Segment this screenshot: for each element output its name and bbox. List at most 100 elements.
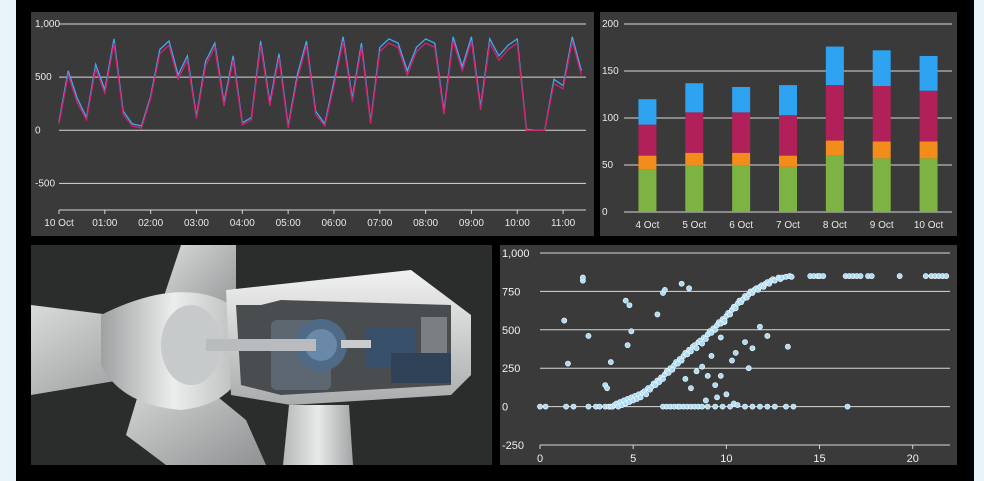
x-tick-label: 15	[813, 453, 825, 465]
scatter-point	[699, 340, 706, 347]
y-tick-label: 250	[502, 363, 520, 375]
scatter-point	[764, 403, 771, 410]
y-tick-label: -250	[502, 440, 524, 452]
x-tick-label: 03:00	[184, 218, 209, 229]
scatter-point	[622, 297, 629, 304]
scatter-point	[565, 360, 571, 367]
scatter-point	[661, 286, 668, 293]
y-tick-label: 500	[502, 325, 520, 337]
x-tick-label: 6 Oct	[729, 220, 753, 231]
x-tick-label: 08:00	[413, 218, 438, 229]
bar-segment-3	[779, 115, 797, 156]
scatter-point	[896, 273, 903, 279]
scatter-point	[771, 277, 778, 284]
scatter-point	[734, 402, 741, 408]
scatter-point	[537, 403, 543, 410]
scatter-point	[702, 397, 709, 404]
x-tick-label: 9 Oct	[870, 220, 894, 231]
scatter-point	[682, 376, 689, 382]
y-tick-label: 1,000	[35, 19, 60, 30]
x-tick-label: 7 Oct	[776, 220, 800, 231]
scatter-point	[628, 328, 635, 335]
scatter-point	[585, 333, 592, 339]
power-timeseries-chart: 1,000 500 0 -500 10 Oct 01:00 02:00 03:00 04:00 0…	[35, 19, 586, 229]
scatter-point	[729, 357, 735, 364]
bar-segment-2	[825, 140, 844, 156]
bar-segment-4	[872, 50, 891, 87]
power-curve-scatter-panel: 1,000 750 500 250 0 -250 0 5 10 15 20	[500, 245, 957, 465]
bar-segment-1	[685, 165, 704, 212]
x-tick-label: 11:00	[551, 218, 576, 229]
scatter-point	[943, 273, 950, 279]
daily-stacked-bar-panel: 200 150 100 50 0 4 Oct 5 Oct 6 Oct 7 Oct 8 Oct 9 O…	[600, 12, 957, 236]
y-tick-label: 50	[602, 160, 614, 171]
scatter-point	[712, 403, 719, 410]
bar-segment-2	[872, 141, 891, 159]
x-tick-label: 10 Oct	[914, 220, 944, 231]
scatter-point	[857, 273, 864, 279]
scatter-point	[788, 273, 795, 280]
scatter-point	[561, 317, 568, 324]
bar-segment-3	[825, 85, 844, 141]
scatter-point	[714, 394, 720, 401]
x-tick-label: 20	[907, 453, 919, 465]
bar-segment-3	[638, 124, 657, 156]
power-timeseries-panel: 1,000 500 0 -500 10 Oct 01:00 02:00 03:00 04:00 0…	[31, 12, 594, 236]
wind-turbine-nacelle-icon	[31, 245, 492, 465]
scatter-point	[783, 403, 789, 410]
scatter-point	[784, 343, 791, 350]
x-tick-label: 05:00	[276, 218, 301, 229]
scatter-point	[708, 353, 715, 359]
scatter-point	[585, 403, 592, 410]
x-tick-label: 10 Oct	[44, 218, 74, 229]
scatter-point	[790, 403, 797, 410]
scatter-point	[717, 372, 724, 379]
bar-segment-2	[732, 152, 751, 165]
y-tick-label: 0	[502, 402, 508, 414]
scatter-point	[579, 274, 586, 281]
scatter-point	[596, 403, 603, 410]
scatter-point	[624, 342, 631, 349]
scatter-point	[654, 311, 661, 318]
scatter-point	[678, 280, 685, 287]
bar-segment-1	[779, 166, 797, 212]
scatter-point	[688, 385, 694, 392]
y-tick-label: 200	[602, 19, 619, 30]
scatter-point	[922, 273, 929, 279]
bar-segment-3	[732, 112, 751, 153]
turbine-cutaway-image	[31, 245, 492, 465]
x-tick-label: 5 Oct	[682, 220, 706, 231]
scatter-point	[607, 359, 614, 365]
x-tick-label: 10	[720, 453, 732, 465]
scatter-point	[542, 403, 549, 410]
x-tick-label: 4 Oct	[635, 220, 659, 231]
x-tick-label: 01:00	[92, 218, 117, 229]
scatter-point	[704, 372, 711, 379]
scatter-point	[626, 302, 633, 309]
bar-segment-3	[919, 90, 938, 142]
bar-segment-1	[919, 158, 938, 212]
scatter-point	[570, 403, 577, 410]
scatter-point	[820, 273, 827, 279]
scatter-point	[757, 323, 763, 330]
bar-segment-2	[779, 155, 797, 167]
scatter-point	[742, 339, 748, 345]
bar-segment-1	[638, 169, 657, 212]
scatter-point	[732, 349, 739, 356]
daily-stacked-bar-chart: 200 150 100 50 0 4 Oct 5 Oct 6 Oct 7 Oct 8 Oct 9 O…	[602, 19, 952, 231]
y-tick-label: 500	[35, 72, 52, 83]
bar-segment-4	[638, 99, 657, 125]
bar-segment-1	[872, 158, 891, 212]
scatter-point	[699, 403, 706, 410]
scatter-point	[771, 403, 778, 410]
scatter-point	[693, 345, 700, 352]
scatter-point	[844, 403, 851, 410]
scatter-point	[686, 285, 692, 292]
bar-segment-1	[825, 155, 844, 212]
bar-segment-2	[919, 141, 938, 159]
power-curve-scatter-chart: 1,000 750 500 250 0 -250 0 5 10 15 20	[502, 248, 950, 465]
scatter-point	[757, 403, 763, 410]
x-tick-label: 07:00	[367, 218, 392, 229]
scatter-point	[563, 403, 569, 410]
x-tick-label: 0	[537, 453, 543, 465]
